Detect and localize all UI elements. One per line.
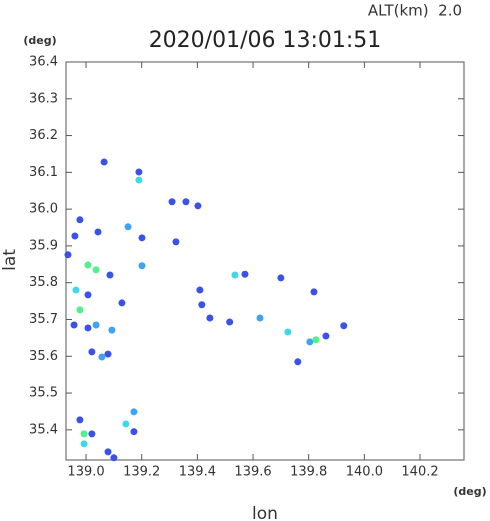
echo-point — [71, 232, 79, 240]
echo-point — [64, 251, 72, 259]
y-tick-label: 36.3 — [29, 91, 58, 106]
x-tick-label: 139.4 — [179, 465, 216, 480]
echo-point — [231, 271, 239, 279]
y-tick-label: 35.8 — [29, 275, 58, 290]
echo-point — [108, 326, 116, 334]
echo-point — [130, 428, 138, 436]
plot-frame — [65, 61, 465, 461]
echo-point — [206, 314, 214, 322]
echo-point — [92, 266, 100, 274]
echo-point — [277, 274, 285, 282]
x-axis-label: lon — [252, 504, 278, 521]
x-unit: (deg) — [453, 485, 486, 498]
x-tick-label: 139.0 — [67, 465, 104, 480]
y-tick-label: 35.6 — [29, 349, 58, 364]
echo-point — [84, 324, 92, 332]
y-axis-label: lat — [0, 249, 20, 271]
y-tick-label: 36.1 — [29, 165, 58, 180]
echo-point — [92, 321, 100, 329]
echo-point — [76, 416, 84, 424]
echo-point — [80, 440, 88, 448]
x-tick-label: 140.2 — [401, 465, 438, 480]
echo-point — [98, 353, 106, 361]
y-tick-label: 35.7 — [29, 312, 58, 327]
echo-point — [135, 168, 143, 176]
echo-point — [168, 198, 176, 206]
echo-point — [100, 158, 108, 166]
x-tick-label: 140.0 — [346, 465, 383, 480]
y-tick-label: 36.0 — [29, 202, 58, 217]
echo-point — [226, 318, 234, 326]
x-tick-label: 139.8 — [290, 465, 327, 480]
echo-point — [88, 348, 96, 356]
echo-point — [310, 288, 318, 296]
y-tick-label: 35.4 — [29, 422, 58, 437]
chart-title: 2020/01/06 13:01:51 — [149, 28, 382, 53]
echo-point — [106, 271, 114, 279]
echo-point — [138, 234, 146, 242]
echo-point — [70, 321, 78, 329]
echo-point — [110, 454, 118, 462]
echo-point — [182, 198, 190, 206]
x-tick-label: 139.2 — [123, 465, 160, 480]
echo-point — [322, 332, 330, 340]
y-tick-label: 35.9 — [29, 238, 58, 253]
echo-point — [76, 306, 84, 314]
echo-point — [312, 336, 320, 344]
echo-point — [196, 286, 204, 294]
echo-point — [72, 286, 80, 294]
echo-point — [135, 176, 143, 184]
echo-point — [118, 299, 126, 307]
altitude-label: ALT(km) 2.0 — [368, 2, 462, 20]
echo-point — [104, 448, 112, 456]
echo-point — [84, 261, 92, 269]
echo-point — [198, 301, 206, 309]
echo-point — [84, 291, 92, 299]
y-unit: (deg) — [23, 34, 56, 47]
echo-point — [104, 350, 112, 358]
y-tick-label: 36.4 — [29, 55, 58, 70]
echo-point — [294, 358, 302, 366]
echo-point — [94, 228, 102, 236]
echo-point — [284, 328, 292, 336]
echo-point — [88, 430, 96, 438]
echo-point — [306, 338, 314, 346]
y-tick-label: 36.2 — [29, 128, 58, 143]
echo-point — [172, 238, 180, 246]
echo-point — [122, 420, 130, 428]
echo-point — [340, 322, 348, 330]
echo-point — [241, 270, 249, 278]
echo-point — [194, 202, 202, 210]
echo-point — [256, 314, 264, 322]
echo-point — [124, 223, 132, 231]
x-tick-label: 139.6 — [234, 465, 271, 480]
echo-point — [130, 408, 138, 416]
y-tick-label: 35.5 — [29, 386, 58, 401]
echo-point — [138, 262, 146, 270]
echo-point — [80, 430, 88, 438]
echo-point — [76, 216, 84, 224]
